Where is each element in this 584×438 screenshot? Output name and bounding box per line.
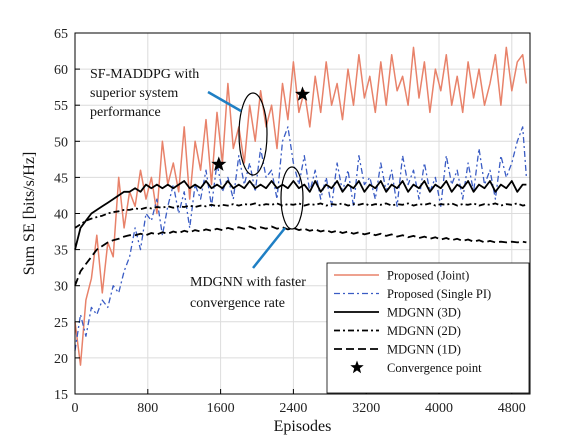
annotation-text-sf: superior system [90,86,178,101]
legend-label-4: MDGNN (2D) [387,324,461,338]
y-tick-label: 60 [54,63,68,78]
legend-swatch-convergence [350,360,364,374]
x-tick-label: 1600 [207,401,235,416]
x-tick-label: 0 [72,401,79,416]
x-tick-label: 3200 [352,401,380,416]
x-tick-label: 4000 [425,401,453,416]
annotation-text-sf: performance [90,105,161,120]
y-tick-label: 45 [54,171,68,186]
legend-label-1: Proposed (Joint) [387,269,469,283]
x-tick-label: 800 [137,401,158,416]
annotation-pointer-sf [207,90,242,113]
y-tick-label: 15 [54,388,68,403]
annotation-text-sf: SF-MADDPG with [90,67,199,82]
annotation-ellipse-mdgnn [280,166,304,230]
x-tick-label: 4800 [498,401,526,416]
series-line-5 [74,225,527,287]
x-axis-title: Episodes [274,418,332,435]
annotations-group: SF-MADDPG with superior system performance… [90,67,306,311]
y-tick-label: 25 [54,316,68,331]
convergence-star-1 [211,156,227,171]
y-tick-label: 30 [54,280,68,295]
legend-label-2: Proposed (Single PI) [387,287,491,301]
series-line-1 [74,46,528,366]
series-line-2 [74,126,528,351]
y-tick-label: 35 [54,244,68,259]
legend-label-5: MDGNN (1D) [387,343,461,357]
y-tick-label: 55 [54,99,68,114]
series-line-3 [74,180,527,250]
annotation-pointer-mdgnn [252,227,286,269]
series-group [74,46,528,366]
legend-label-convergence: Convergence point [387,361,482,375]
convergence-star-2 [294,86,311,101]
annotation-ellipse-sf [238,92,268,176]
annotation-text-mdgnn: convergence rate [190,296,285,311]
y-tick-label: 65 [54,27,68,42]
y-axis-title: Sum SE [bits/s/Hz] [21,152,38,276]
x-tick-label: 2400 [279,401,307,416]
series-line-4 [74,202,527,229]
legend-box [326,262,530,394]
annotation-text-mdgnn: MDGNN with faster [190,275,306,290]
ticks-group: 0 800 1600 2400 3200 4000 4800 15 20 25 30 35 40 45 50… [54,27,526,416]
y-tick-label: 50 [54,135,68,150]
convergence-markers [211,86,311,171]
y-tick-label: 40 [54,208,68,223]
legend: Proposed (Joint) Proposed (Single PI) MDGN… [326,262,530,394]
legend-label-3: MDGNN (3D) [387,306,461,320]
y-tick-label: 20 [54,352,68,367]
